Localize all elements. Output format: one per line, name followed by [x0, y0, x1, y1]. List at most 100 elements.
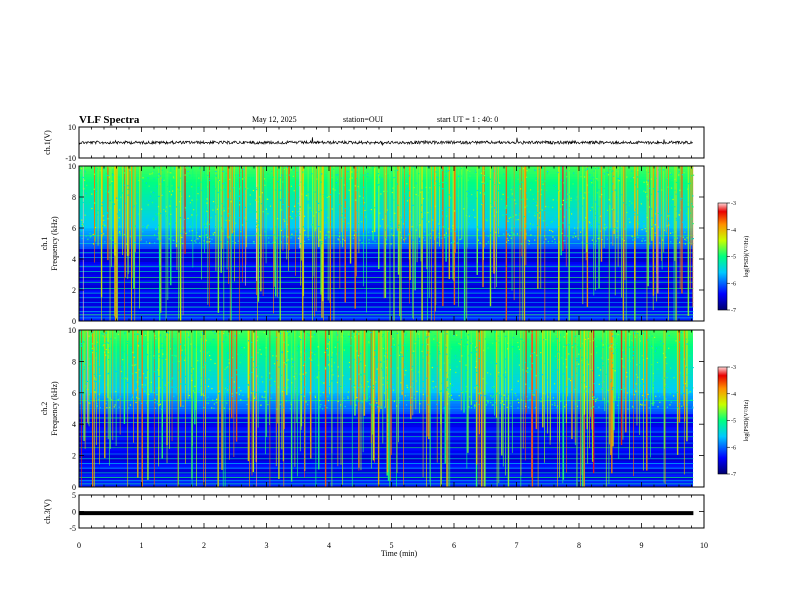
spectrogram-speckle [99, 374, 101, 377]
spectrogram-speckle [493, 386, 495, 388]
spectrogram-speckle [435, 380, 437, 382]
spectrogram-speckle [186, 181, 188, 183]
spectrogram-speckle [367, 381, 369, 383]
spectrogram-speckle [109, 184, 111, 186]
spectrogram-speckle [498, 392, 500, 394]
spectrogram-speckle [668, 215, 670, 217]
spectrogram-speckle [466, 190, 468, 192]
spectrogram-speckle [449, 197, 452, 199]
spectrogram-speckle [546, 189, 548, 192]
spectrogram-speckle [610, 381, 612, 383]
spectrogram-speckle [580, 192, 582, 194]
spectrogram-speckle [686, 368, 688, 370]
spectrogram-speckle [393, 199, 395, 201]
spectrogram-speckle [188, 336, 190, 338]
spectrogram-speckle [321, 173, 323, 175]
spectrogram-speckle [300, 243, 302, 245]
spectrogram-band [79, 403, 693, 407]
spectrogram-speckle [380, 406, 382, 408]
spectrogram-speckle [135, 364, 137, 366]
spectrogram-speckle [419, 403, 421, 405]
spectrogram-speckle [654, 362, 656, 364]
spectrogram-speckle [209, 238, 211, 240]
spectrogram-speckle [691, 167, 694, 169]
spectrogram-band [79, 335, 693, 339]
spectrogram-speckle [534, 239, 536, 241]
spectrogram-speckle [628, 218, 630, 220]
spectrogram-speckle [115, 197, 118, 199]
spectrogram-speckle [156, 185, 158, 187]
spectrogram-speckle [190, 372, 192, 374]
spectrogram-speckle [446, 211, 448, 214]
spectrogram-speckle [300, 394, 302, 396]
spectrogram-speckle [93, 364, 95, 366]
spectrogram-speckle [422, 368, 424, 370]
spectrogram-speckle [330, 226, 332, 228]
spectrogram-speckle [582, 227, 584, 229]
spectrogram-speckle [482, 202, 484, 205]
spectrogram-speckle [468, 192, 470, 194]
spectrogram-speckle [459, 360, 461, 363]
spectrogram-speckle [612, 387, 614, 389]
spectrogram-speckle [215, 174, 217, 176]
spectrogram-speckle [203, 366, 205, 368]
spectrogram-speckle [320, 209, 322, 211]
spectrogram-speckle [624, 223, 627, 225]
spectrogram-speckle [123, 233, 125, 236]
spectrogram-speckle [212, 208, 214, 211]
spectrogram-speckle [290, 166, 292, 168]
spectrogram-speckle [276, 359, 278, 362]
spectrogram-speckle [165, 206, 168, 208]
spectrogram-speckle [593, 170, 595, 172]
spectrogram-speckle [176, 188, 179, 190]
spectrogram-speckle [354, 185, 356, 187]
spectrogram-speckle [119, 231, 121, 233]
spectrogram-speckle [629, 360, 631, 362]
spectrogram-speckle [450, 242, 453, 244]
spectrogram-speckle [376, 368, 378, 370]
spectrogram-speckle [267, 213, 269, 215]
spectrogram-speckle [399, 231, 401, 233]
spectrogram-speckle [618, 180, 620, 182]
spectrogram-speckle [522, 369, 524, 371]
spectrogram-speckle [325, 209, 327, 211]
spectrogram-speckle [602, 173, 604, 176]
spectrogram-speckle [227, 241, 229, 243]
spectrogram-speckle [219, 229, 221, 231]
spectrogram-speckle [368, 242, 370, 244]
spectrogram-speckle [622, 383, 625, 386]
spectrogram-speckle [170, 198, 172, 200]
spectrogram-speckle [577, 238, 580, 240]
spectrogram-speckle [218, 222, 220, 224]
spectrogram-speckle [161, 193, 164, 196]
spectrogram-speckle [460, 228, 462, 230]
spectrogram-speckle [565, 170, 567, 172]
spectrogram-speckle [227, 333, 230, 335]
spectrogram-speckle [320, 381, 322, 383]
spectrogram-speckle [290, 403, 292, 406]
spectrogram-speckle [287, 379, 289, 381]
spectrogram-speckle [385, 239, 388, 241]
spectrogram-speckle [288, 174, 291, 176]
spectrogram-speckle [328, 196, 330, 198]
spectrogram-speckle [613, 346, 616, 348]
spectrogram-speckle [159, 334, 161, 336]
spectrogram-speckle [183, 218, 185, 221]
spectrogram-speckle [251, 356, 253, 358]
spectrogram-speckle [666, 377, 668, 379]
spectrogram-speckle [541, 180, 543, 183]
spectrogram-speckle [674, 206, 676, 208]
spectrogram-speckle [430, 381, 433, 383]
spectrogram-speckle [422, 216, 425, 218]
spectrogram-speckle [573, 172, 575, 174]
spectrogram-speckle [233, 230, 235, 232]
spectrogram-speckle [508, 217, 510, 219]
spectrogram-speckle [611, 171, 613, 173]
spectrogram-speckle [158, 402, 160, 404]
spectrogram-speckle [477, 174, 479, 176]
spectrogram-speckle [253, 242, 255, 244]
spectrogram-band [79, 466, 693, 470]
spectrogram-speckle [404, 194, 406, 196]
spectrogram-speckle [611, 190, 614, 193]
spectrogram-speckle [490, 202, 492, 205]
